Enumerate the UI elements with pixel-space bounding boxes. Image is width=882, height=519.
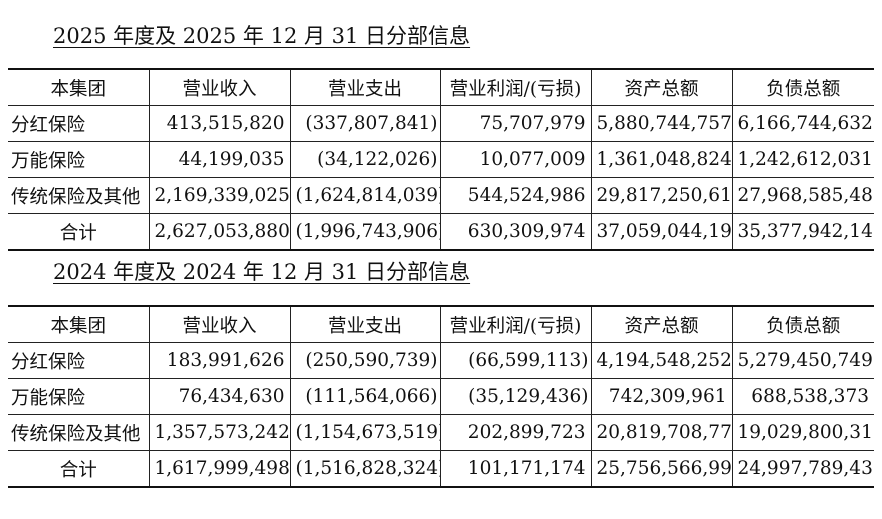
header-operating-expenses: 营业支出 (289, 69, 440, 106)
table-row: 传统保险及其他 1,357,573,242 (1,154,673,519) 20… (8, 414, 874, 451)
table-row: 万能保险 44,199,035 (34,122,026) 10,077,009 … (8, 141, 874, 178)
segment-table-2025: 本集团 营业收入 营业支出 营业利润/(亏损) 资产总额 负债总额 分红保险 4… (8, 68, 874, 251)
operating-revenue-cell: 2,169,339,025 (148, 177, 290, 214)
operating-expenses-cell: (1,154,673,519) (289, 414, 440, 451)
header-row: 本集团 营业收入 营业支出 营业利润/(亏损) 资产总额 负债总额 (8, 306, 874, 343)
operating-profit-cell: 75,707,979 (439, 105, 591, 142)
operating-revenue-cell: 1,617,999,498 (148, 450, 290, 487)
segment-name: 分红保险 (11, 351, 86, 373)
header-segment: 本集团 (50, 315, 106, 337)
operating-revenue-cell: 183,991,626 (148, 342, 290, 379)
operating-revenue-cell: 76,434,630 (148, 378, 290, 415)
header-total-liabilities: 负债总额 (731, 306, 874, 343)
header-row: 本集团 营业收入 营业支出 营业利润/(亏损) 资产总额 负债总额 (8, 69, 874, 106)
operating-expenses-cell: (1,516,828,324) (289, 450, 440, 487)
total-assets-cell: 20,819,708,779 (590, 414, 732, 451)
header-operating-revenue: 营业收入 (148, 69, 290, 106)
operating-expenses-cell: (337,807,841) (289, 105, 440, 142)
operating-revenue-cell: 1,357,573,242 (148, 414, 290, 451)
total-assets-cell: 4,194,548,252 (590, 342, 732, 379)
table-row: 传统保险及其他 2,169,339,025 (1,624,814,039) 54… (8, 177, 874, 214)
operating-expenses-cell: (250,590,739) (289, 342, 440, 379)
segment-name: 万能保险 (11, 150, 86, 172)
header-segment: 本集团 (50, 78, 106, 100)
segment-name: 万能保险 (11, 387, 86, 409)
segment-name: 传统保险及其他 (11, 423, 141, 445)
total-assets-cell: 25,756,566,992 (590, 450, 732, 487)
total-liabilities-cell: 1,242,612,031 (731, 141, 874, 178)
operating-expenses-cell: (34,122,026) (289, 141, 440, 178)
operating-expenses-cell: (1,996,743,906) (289, 213, 440, 250)
operating-profit-cell: 10,077,009 (439, 141, 591, 178)
header-operating-profit: 营业利润/(亏损) (439, 69, 591, 106)
header-operating-profit: 营业利润/(亏损) (439, 306, 591, 343)
total-assets-cell: 742,309,961 (590, 378, 732, 415)
operating-expenses-cell: (111,564,066) (289, 378, 440, 415)
header-total-liabilities: 负债总额 (731, 69, 874, 106)
total-label: 合计 (59, 222, 97, 244)
total-assets-cell: 5,880,744,757 (590, 105, 732, 142)
total-liabilities-cell: 35,377,942,143 (731, 213, 874, 250)
total-row: 合计 1,617,999,498 (1,516,828,324) 101,171… (8, 450, 874, 487)
operating-revenue-cell: 44,199,035 (148, 141, 290, 178)
total-liabilities-cell: 688,538,373 (731, 378, 874, 415)
operating-profit-cell: (35,129,436) (439, 378, 591, 415)
header-total-assets: 资产总额 (590, 69, 732, 106)
total-row: 合计 2,627,053,880 (1,996,743,906) 630,309… (8, 213, 874, 250)
operating-revenue-cell: 413,515,820 (148, 105, 290, 142)
segment-name: 传统保险及其他 (11, 186, 141, 208)
table-row: 万能保险 76,434,630 (111,564,066) (35,129,43… (8, 378, 874, 415)
segment-table-2024: 本集团 营业收入 营业支出 营业利润/(亏损) 资产总额 负债总额 分红保险 1… (8, 305, 874, 488)
table-row: 分红保险 183,991,626 (250,590,739) (66,599,1… (8, 342, 874, 379)
operating-profit-cell: (66,599,113) (439, 342, 591, 379)
operating-profit-cell: 101,171,174 (439, 450, 591, 487)
total-liabilities-cell: 19,029,800,310 (731, 414, 874, 451)
table-row: 分红保险 413,515,820 (337,807,841) 75,707,97… (8, 105, 874, 142)
total-assets-cell: 37,059,044,192 (590, 213, 732, 250)
total-liabilities-cell: 5,279,450,749 (731, 342, 874, 379)
header-total-assets: 资产总额 (590, 306, 732, 343)
operating-revenue-cell: 2,627,053,880 (148, 213, 290, 250)
total-assets-cell: 29,817,250,611 (590, 177, 732, 214)
total-liabilities-cell: 24,997,789,432 (731, 450, 874, 487)
header-operating-revenue: 营业收入 (148, 306, 290, 343)
total-label: 合计 (59, 459, 97, 481)
total-assets-cell: 1,361,048,824 (590, 141, 732, 178)
operating-profit-cell: 202,899,723 (439, 414, 591, 451)
section-2025-title: 2025 年度及 2025 年 12 月 31 日分部信息 (53, 24, 471, 48)
total-liabilities-cell: 27,968,585,480 (731, 177, 874, 214)
operating-profit-cell: 544,524,986 (439, 177, 591, 214)
operating-expenses-cell: (1,624,814,039) (289, 177, 440, 214)
header-operating-expenses: 营业支出 (289, 306, 440, 343)
segment-name: 分红保险 (11, 114, 86, 136)
operating-profit-cell: 630,309,974 (439, 213, 591, 250)
section-2024-title: 2024 年度及 2024 年 12 月 31 日分部信息 (53, 260, 471, 284)
total-liabilities-cell: 6,166,744,632 (731, 105, 874, 142)
